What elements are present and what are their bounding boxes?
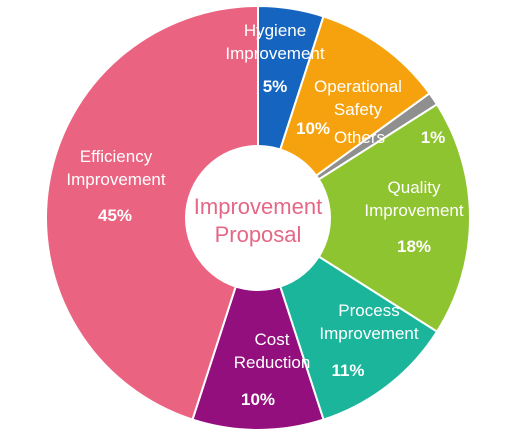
slice-label-quality-improvement-1: Quality: [388, 178, 441, 197]
slice-label-efficiency-improvement-1: Efficiency: [80, 147, 153, 166]
slice-label-quality-improvement-2: Improvement: [364, 201, 463, 220]
slice-label-others-1: Others: [334, 128, 385, 147]
slice-value-hygiene-improvement: 5%: [263, 77, 288, 96]
slice-label-process-improvement-2: Improvement: [319, 324, 418, 343]
slice-label-cost-reduction-1: Cost: [255, 330, 290, 349]
slice-value-cost-reduction: 10%: [241, 390, 275, 409]
slice-label-process-improvement-1: Process: [338, 301, 399, 320]
slice-quality-improvement: [256, 103, 472, 333]
center-label-line-2: Proposal: [215, 222, 302, 247]
slice-cost-reduction: [191, 214, 325, 431]
slice-value-operational-safety: 10%: [296, 119, 330, 138]
slice-value-others: 1%: [421, 128, 446, 147]
slice-label-operational-safety-1: Operational: [314, 77, 402, 96]
slice-label-efficiency-improvement-2: Improvement: [66, 170, 165, 189]
center-label: Improvement Proposal: [194, 194, 322, 247]
slice-label-hygiene-improvement-1: Hygiene: [244, 21, 306, 40]
slice-value-process-improvement: 11%: [331, 361, 364, 380]
slice-value-quality-improvement: 18%: [397, 237, 431, 256]
center-hole: [185, 145, 331, 291]
slice-label-cost-reduction-2: Reduction: [234, 353, 311, 372]
slice-label-hygiene-improvement-2: Improvement: [225, 44, 324, 63]
center-label-line-1: Improvement: [194, 194, 322, 219]
slice-label-operational-safety-2: Safety: [334, 100, 383, 119]
slice-value-efficiency-improvement: 45%: [98, 206, 132, 225]
slice-efficiency-improvement: [45, 4, 259, 421]
